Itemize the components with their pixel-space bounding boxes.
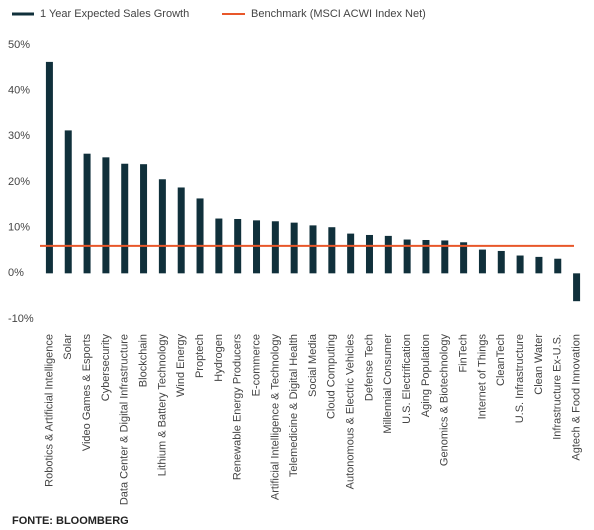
y-tick-label: 50% — [8, 39, 30, 51]
bar — [516, 255, 524, 274]
legend-label: Benchmark (MSCI ACWI Index Net) — [251, 8, 426, 20]
bar — [271, 221, 279, 274]
x-tick-label: FinTech — [458, 334, 470, 373]
bar — [384, 235, 392, 274]
x-tick-label: Genomics & Biotechnology — [439, 334, 451, 467]
bar — [478, 249, 486, 274]
bar — [121, 163, 129, 274]
bar — [158, 179, 166, 274]
bar — [573, 273, 581, 302]
x-tick-label: Lithium & Battery Technology — [156, 334, 168, 477]
bar — [403, 239, 411, 274]
bar — [441, 240, 449, 274]
x-tick-label: U.S. Electrification — [401, 334, 413, 424]
bar — [45, 61, 53, 274]
bar — [347, 233, 355, 274]
x-tick-label: Video Games & Esports — [81, 334, 93, 452]
x-tick-label: Blockchain — [137, 334, 149, 387]
x-tick-label: Proptech — [194, 334, 206, 378]
x-tick-label: Hydrogen — [213, 334, 225, 382]
bar — [83, 153, 91, 274]
bar — [290, 222, 298, 274]
x-tick-label: Defense Tech — [363, 334, 375, 401]
y-tick-label: 40% — [8, 85, 30, 97]
bar — [535, 256, 543, 274]
bar — [554, 258, 562, 274]
bar — [422, 239, 430, 274]
x-tick-label: Data Center & Digital Infrastructure — [119, 334, 131, 505]
bar — [64, 130, 72, 274]
x-tick-label: Millennial Consumer — [382, 334, 394, 434]
x-tick-label: Autonomous & Electric Vehicles — [345, 334, 357, 490]
x-tick-label: U.S. Infrastructure — [514, 334, 526, 423]
x-tick-label: Robotics & Artificial Intelligence — [43, 334, 55, 487]
bar — [328, 227, 336, 274]
x-tick-label: Cybersecurity — [100, 334, 112, 402]
x-tick-label: Cloud Computing — [326, 334, 338, 419]
y-tick-label: 20% — [8, 176, 30, 188]
x-tick-label: Renewable Energy Producers — [232, 334, 244, 481]
x-tick-label: E-commerce — [250, 334, 262, 396]
x-tick-label: Wind Energy — [175, 334, 187, 397]
x-tick-label: Artificial Intelligence & Technology — [269, 334, 281, 501]
y-tick-label: 0% — [8, 267, 24, 279]
x-tick-label: Social Media — [307, 333, 319, 397]
x-tick-label: Aging Population — [420, 334, 432, 417]
bar — [102, 157, 110, 274]
bar — [177, 187, 185, 274]
bar — [365, 234, 373, 274]
bar — [460, 242, 468, 274]
legend-label: 1 Year Expected Sales Growth — [40, 8, 189, 20]
y-tick-label: 10% — [8, 222, 30, 234]
x-tick-label: Agtech & Food Innovation — [570, 334, 582, 461]
y-tick-label: 30% — [8, 130, 30, 142]
source: FONTE: BLOOMBERG — [12, 515, 129, 527]
x-tick-label: Clean Water — [533, 334, 545, 395]
bar — [196, 198, 204, 274]
bar — [140, 164, 148, 274]
x-tick-label: Internet of Things — [476, 334, 488, 420]
bar — [497, 250, 505, 274]
x-tick-label: Solar — [62, 334, 74, 360]
x-tick-label: Telemedicine & Digital Health — [288, 334, 300, 477]
x-tick-label: CleanTech — [495, 334, 507, 386]
bar — [309, 225, 317, 274]
y-tick-label: -10% — [8, 313, 34, 325]
x-tick-label: Infrastructure Ex-U.S. — [552, 334, 564, 440]
